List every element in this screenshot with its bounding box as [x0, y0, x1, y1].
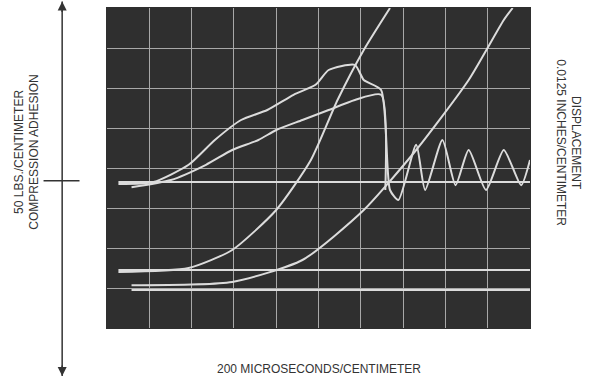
svg-text:50 LBS./CENTIMETERCOMPRESSION: 50 LBS./CENTIMETERCOMPRESSION ADHESION — [12, 74, 42, 229]
svg-text:DISPLACEMENT0.0125 INCHES/CENT: DISPLACEMENT0.0125 INCHES/CENTIMETER — [554, 59, 584, 226]
svg-text:200 MICROSECONDS/CENTIMETER: 200 MICROSECONDS/CENTIMETER — [217, 362, 421, 376]
